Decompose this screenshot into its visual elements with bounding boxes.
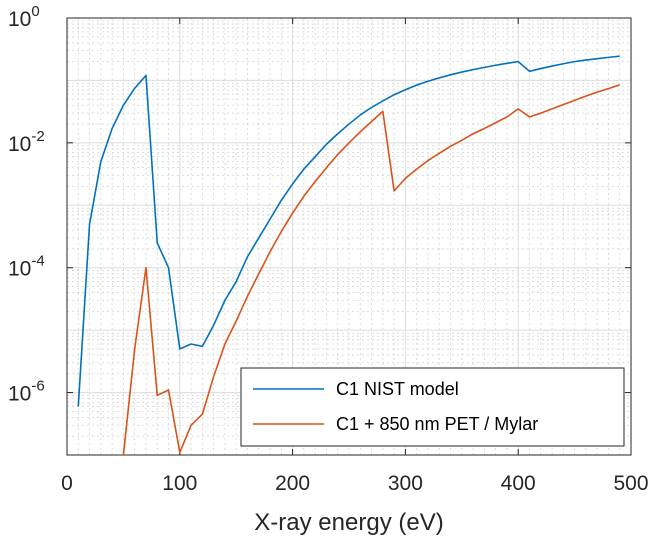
x-tick-label: 100 — [162, 472, 197, 495]
y-tick-label: 100 — [8, 3, 40, 31]
tick-labels: 0 100 200 300 400 500 10-6 10-4 10-2 100 — [8, 3, 649, 495]
series-line-1 — [77, 55, 620, 407]
axes — [66, 17, 632, 456]
y-tick-label: 10-2 — [8, 128, 45, 156]
legend-entry-label: C1 + 850 nm PET / Mylar — [336, 414, 538, 434]
plot-frame — [66, 17, 632, 456]
x-axis-label: X-ray energy (eV) — [254, 509, 443, 536]
legend-entry-label: C1 NIST model — [336, 379, 459, 399]
series-layer — [77, 55, 620, 455]
x-tick-label: 200 — [275, 472, 310, 495]
legend-box — [240, 367, 625, 447]
series-line-2 — [122, 84, 620, 455]
x-tick-label: 500 — [613, 472, 648, 495]
legend: C1 NIST model C1 + 850 nm PET / Mylar — [240, 367, 625, 447]
x-tick-label: 300 — [388, 472, 423, 495]
y-tick-label: 10-6 — [8, 378, 45, 406]
x-tick-label: 400 — [501, 472, 536, 495]
x-tick-label: 0 — [61, 472, 73, 495]
y-tick-label: 10-4 — [8, 253, 45, 281]
